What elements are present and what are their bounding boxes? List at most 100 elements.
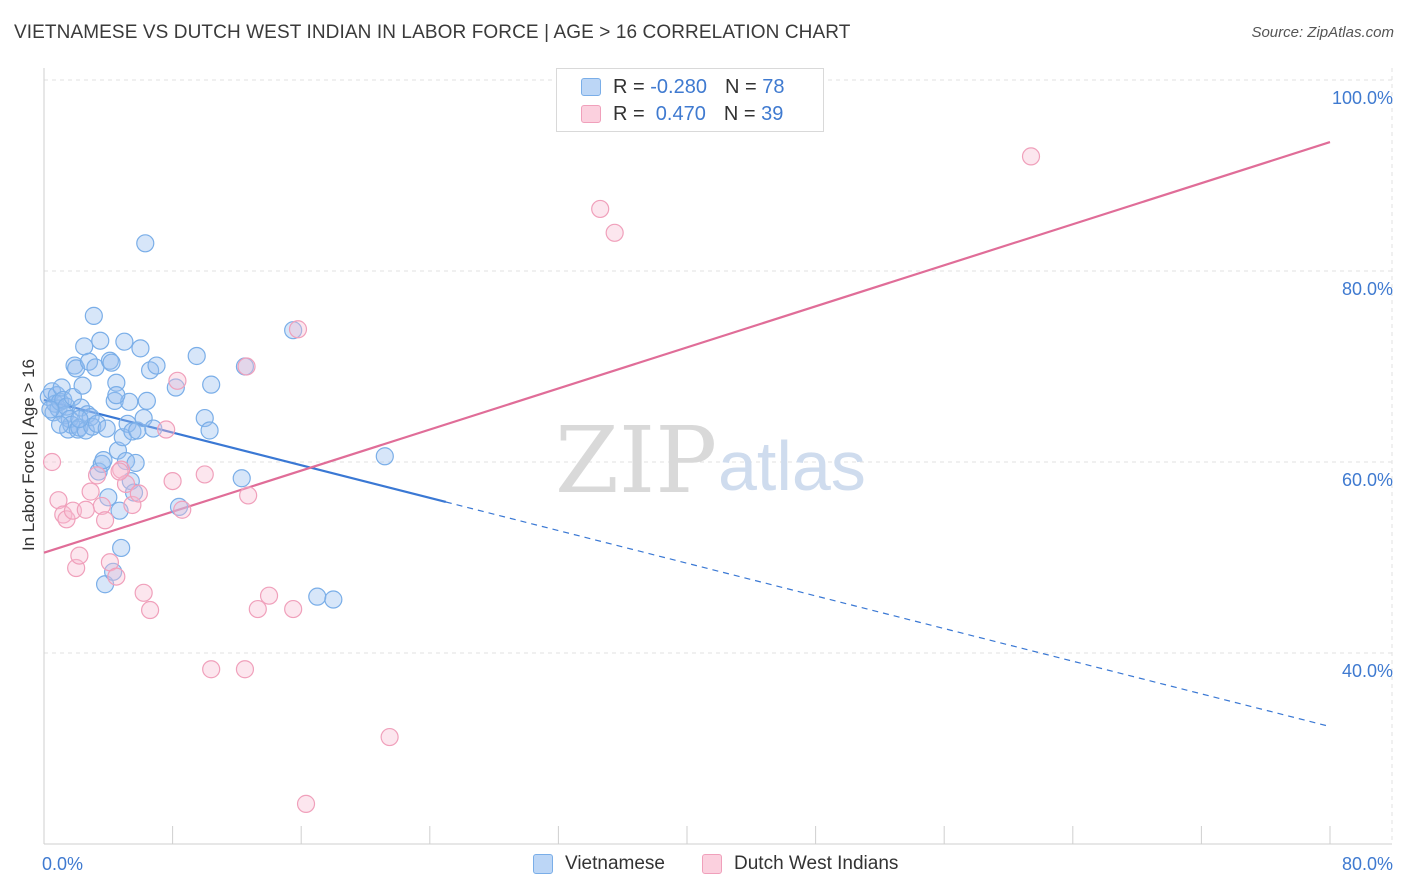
- data-point: [81, 408, 100, 427]
- legend-r-label: R =: [613, 75, 651, 98]
- chart-title: VIETNAMESE VS DUTCH WEST INDIAN IN LABOR…: [14, 22, 851, 43]
- data-point: [123, 495, 142, 515]
- data-point: [112, 538, 131, 558]
- data-point: [166, 378, 185, 397]
- legend-n-label: N =: [724, 75, 763, 98]
- data-point: [144, 419, 163, 438]
- legend-r-value: -0.280: [650, 75, 707, 98]
- data-point: [63, 501, 83, 520]
- data-point: [140, 600, 160, 620]
- data-point: [102, 353, 121, 372]
- data-point: [91, 331, 110, 350]
- data-point: [75, 337, 94, 356]
- bottom-legend-label-vietnamese: Vietnamese: [565, 853, 665, 874]
- legend-row-vietnamese: R = -0.280 N = 78: [581, 75, 784, 99]
- bottom-legend-swatch-vietnamese: [533, 854, 553, 874]
- trend-lines: [43, 141, 1331, 728]
- watermark-zip: ZIP: [555, 407, 717, 514]
- data-point: [169, 497, 189, 516]
- data-point: [134, 583, 153, 602]
- data-point: [308, 587, 327, 606]
- data-point: [232, 469, 251, 488]
- data-point: [136, 234, 155, 253]
- y-tick-label: 60.0%: [1342, 470, 1393, 490]
- data-point: [288, 320, 308, 339]
- legend-swatch-vietnamese: [581, 78, 601, 96]
- data-point: [284, 599, 303, 619]
- data-point: [131, 339, 150, 358]
- data-point: [107, 567, 126, 586]
- data-point: [248, 599, 267, 619]
- data-point: [157, 420, 176, 439]
- data-point: [375, 447, 394, 466]
- data-point: [42, 452, 62, 472]
- legend-row-dutch-west-indians: R = 0.470 N = 39: [581, 102, 783, 126]
- bottom-legend-label-dutch-west-indians: Dutch West Indians: [734, 853, 899, 874]
- axes: [43, 68, 1392, 845]
- y-tick-label: 100.0%: [1332, 88, 1393, 108]
- data-point: [259, 586, 279, 605]
- data-point: [95, 511, 115, 530]
- y-tick-label: 80.0%: [1342, 279, 1393, 299]
- data-point: [115, 332, 134, 351]
- data-point: [110, 462, 129, 481]
- data-point: [380, 727, 399, 747]
- bottom-legend-swatch-dutch-west-indians: [702, 854, 722, 874]
- zipatlas-watermark: ZIP atlas: [555, 407, 866, 514]
- trend-line-dashed: [445, 501, 1331, 728]
- data-point: [237, 357, 256, 376]
- data-point: [173, 500, 192, 519]
- data-point: [591, 199, 610, 219]
- data-point: [147, 356, 166, 375]
- data-point: [87, 466, 107, 485]
- legend-n-label: N =: [723, 102, 762, 125]
- trend-line-solid: [43, 398, 447, 504]
- y-tick-label: 40.0%: [1342, 661, 1393, 681]
- data-point: [107, 386, 126, 405]
- data-point: [84, 306, 103, 325]
- data-point: [163, 472, 182, 491]
- data-point: [41, 400, 60, 419]
- data-point: [107, 373, 126, 392]
- data-point: [137, 391, 156, 410]
- data-point: [76, 500, 95, 519]
- data-point: [239, 486, 258, 505]
- legend-r-value: 0.470: [650, 102, 706, 125]
- data-point: [1021, 147, 1041, 166]
- data-point: [71, 398, 91, 417]
- tick-labels: 100.0% 80.0% 60.0% 40.0% 0.0% 80.0%: [42, 88, 1393, 874]
- bottom-legend-vietnamese: Vietnamese: [533, 852, 665, 876]
- data-point: [202, 660, 221, 679]
- data-point: [94, 450, 113, 470]
- data-point: [235, 660, 255, 679]
- data-point: [129, 484, 148, 503]
- data-point: [50, 415, 70, 434]
- data-point: [70, 409, 89, 429]
- data-point: [168, 371, 187, 390]
- correlation-legend: R = -0.280 N = 78 R = 0.470 N = 39: [556, 68, 824, 132]
- data-point: [81, 482, 100, 501]
- watermark-atlas: atlas: [718, 427, 866, 505]
- data-point: [187, 346, 206, 366]
- data-points: [39, 147, 1041, 813]
- data-point: [70, 546, 89, 565]
- data-point: [200, 421, 219, 440]
- x-tick-label: 0.0%: [42, 854, 83, 874]
- data-point: [605, 223, 624, 242]
- legend-r-label: R =: [613, 102, 651, 125]
- data-point: [195, 465, 214, 484]
- legend-n-value: 39: [761, 102, 784, 125]
- data-point: [296, 794, 316, 813]
- data-point: [202, 375, 221, 394]
- data-point: [324, 590, 343, 609]
- data-point: [73, 376, 92, 395]
- data-point: [65, 356, 84, 375]
- data-point: [97, 419, 116, 438]
- y-axis-label: In Labor Force | Age > 16: [19, 359, 38, 551]
- source-credit: Source: ZipAtlas.com: [1251, 24, 1394, 41]
- legend-n-value: 78: [762, 75, 785, 98]
- data-point: [87, 414, 107, 433]
- data-point: [92, 496, 111, 516]
- bottom-legend-dutch-west-indians: Dutch West Indians: [702, 852, 898, 876]
